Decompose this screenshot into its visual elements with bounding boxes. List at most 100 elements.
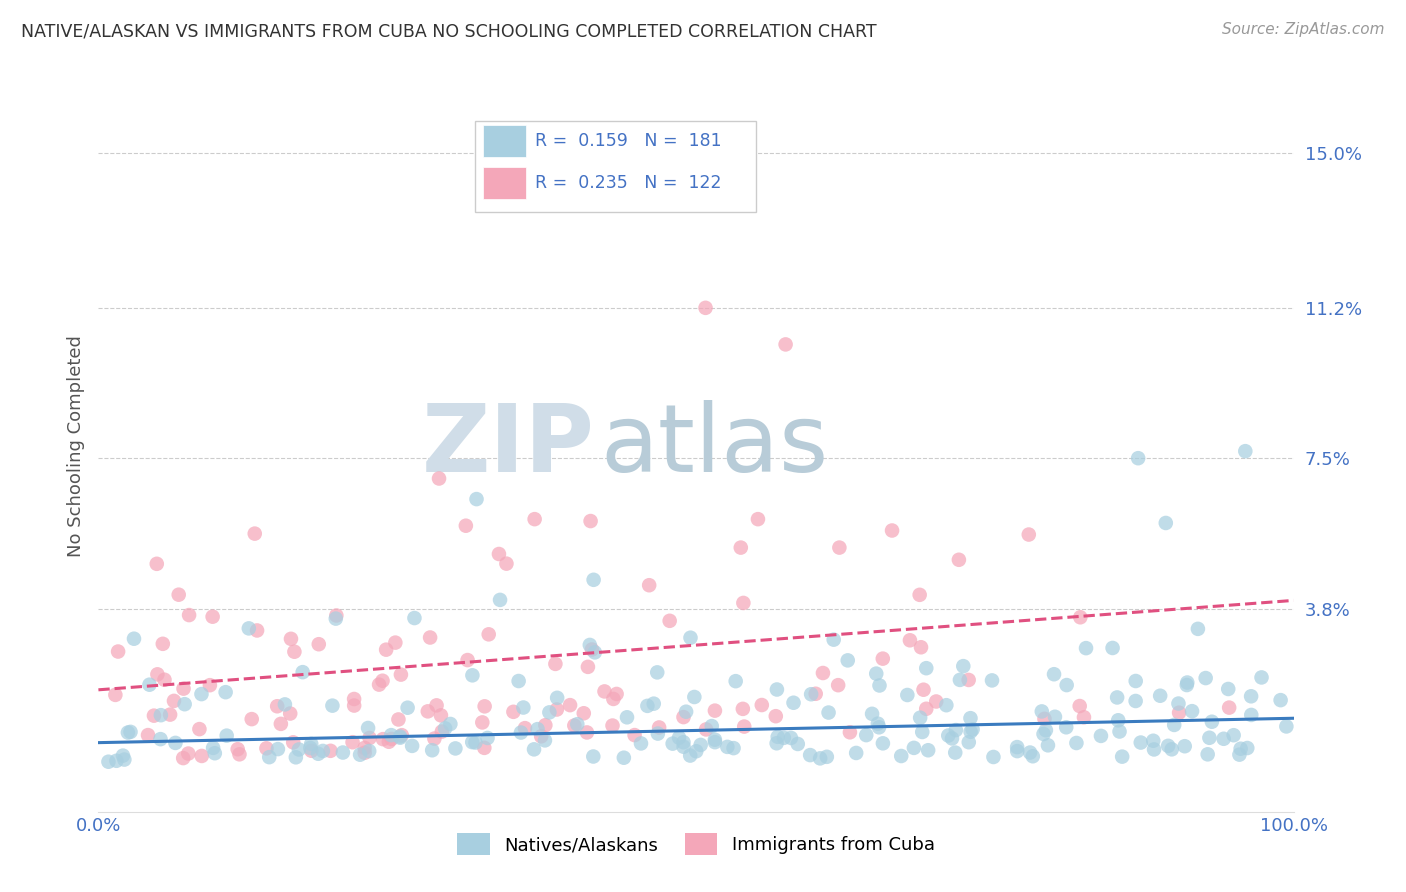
- Point: [288, 742, 311, 756]
- Point: [1035, 723, 1057, 738]
- Point: [1107, 713, 1129, 727]
- Point: [1149, 689, 1171, 703]
- Point: [488, 547, 510, 561]
- Y-axis label: No Schooling Completed: No Schooling Completed: [66, 335, 84, 557]
- Point: [576, 660, 599, 674]
- Point: [1187, 622, 1209, 636]
- Point: [689, 738, 711, 752]
- Point: [773, 731, 796, 745]
- Point: [700, 719, 723, 733]
- Point: [679, 631, 702, 645]
- Point: [201, 609, 224, 624]
- Point: [1218, 700, 1240, 714]
- Point: [146, 667, 169, 681]
- Point: [204, 746, 226, 760]
- Point: [426, 698, 449, 713]
- FancyBboxPatch shape: [484, 125, 526, 157]
- Point: [416, 704, 439, 718]
- Point: [381, 731, 404, 746]
- Point: [799, 748, 821, 763]
- Point: [1056, 678, 1078, 692]
- Point: [546, 702, 568, 716]
- Point: [107, 644, 129, 658]
- Point: [1032, 727, 1054, 741]
- Point: [983, 750, 1005, 764]
- Point: [903, 740, 925, 755]
- Point: [299, 744, 322, 758]
- Point: [898, 633, 921, 648]
- Point: [1163, 718, 1185, 732]
- Point: [142, 708, 165, 723]
- Point: [472, 740, 495, 755]
- FancyBboxPatch shape: [475, 120, 756, 212]
- Point: [444, 741, 467, 756]
- Point: [359, 744, 381, 758]
- Point: [1108, 724, 1130, 739]
- Point: [724, 674, 747, 689]
- Point: [389, 730, 412, 744]
- Point: [1069, 610, 1091, 624]
- Point: [1160, 742, 1182, 756]
- Point: [387, 713, 409, 727]
- Point: [117, 725, 139, 739]
- Point: [636, 698, 658, 713]
- Point: [523, 742, 546, 756]
- Point: [1142, 733, 1164, 747]
- Point: [259, 750, 281, 764]
- Point: [1154, 516, 1177, 530]
- Point: [523, 512, 546, 526]
- Point: [860, 706, 883, 721]
- Point: [723, 741, 745, 756]
- Point: [896, 688, 918, 702]
- Point: [465, 492, 488, 507]
- Point: [658, 614, 681, 628]
- Point: [828, 541, 851, 555]
- Point: [869, 678, 891, 692]
- Point: [321, 698, 343, 713]
- Point: [804, 687, 827, 701]
- Point: [908, 588, 931, 602]
- Text: R =  0.235   N =  122: R = 0.235 N = 122: [534, 174, 721, 192]
- Point: [510, 725, 533, 739]
- Point: [538, 706, 561, 720]
- Point: [1195, 671, 1218, 685]
- Point: [353, 746, 375, 760]
- Point: [534, 718, 557, 732]
- Point: [703, 735, 725, 749]
- Point: [1250, 670, 1272, 684]
- Point: [1175, 678, 1198, 692]
- Point: [1090, 729, 1112, 743]
- Point: [478, 627, 501, 641]
- Point: [474, 699, 496, 714]
- Point: [270, 717, 292, 731]
- Point: [936, 729, 959, 743]
- Point: [672, 735, 695, 749]
- Point: [1125, 673, 1147, 688]
- Point: [579, 514, 602, 528]
- Point: [343, 698, 366, 713]
- Point: [648, 721, 671, 735]
- Point: [695, 301, 717, 315]
- Text: Source: ZipAtlas.com: Source: ZipAtlas.com: [1222, 22, 1385, 37]
- Point: [786, 737, 808, 751]
- Point: [949, 673, 972, 687]
- Point: [243, 526, 266, 541]
- Point: [283, 645, 305, 659]
- Point: [120, 724, 142, 739]
- Point: [602, 718, 624, 732]
- Point: [602, 692, 624, 706]
- Point: [1043, 710, 1066, 724]
- Text: R =  0.159   N =  181: R = 0.159 N = 181: [534, 132, 721, 150]
- Point: [477, 731, 499, 745]
- Point: [1019, 746, 1042, 760]
- Point: [534, 733, 557, 747]
- Point: [747, 512, 769, 526]
- Point: [526, 722, 548, 736]
- Point: [349, 747, 371, 762]
- Point: [471, 715, 494, 730]
- Point: [299, 737, 322, 751]
- Point: [616, 710, 638, 724]
- Point: [357, 721, 380, 735]
- Point: [401, 739, 423, 753]
- Point: [845, 746, 868, 760]
